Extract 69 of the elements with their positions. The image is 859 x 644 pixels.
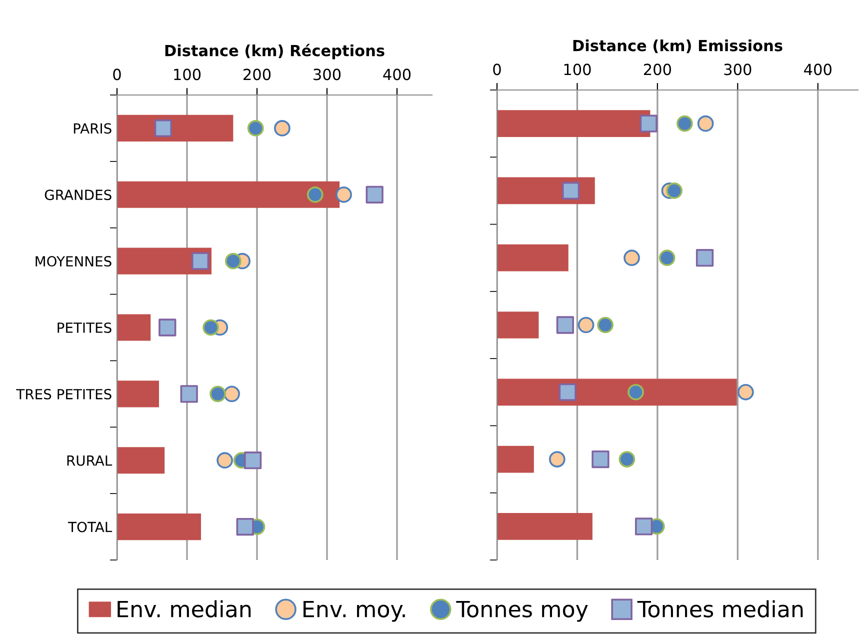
point xyxy=(244,452,262,470)
point xyxy=(696,249,714,267)
bar xyxy=(117,514,201,540)
point xyxy=(628,384,644,400)
bar xyxy=(117,380,159,408)
point xyxy=(274,120,290,136)
bar xyxy=(117,181,340,208)
point xyxy=(247,120,264,136)
point xyxy=(225,252,242,270)
chart-title: Distance (km) Réceptions xyxy=(165,44,384,60)
bar xyxy=(117,114,234,142)
x-tick-label: 200 xyxy=(244,68,271,80)
x-tick-label: 0 xyxy=(493,64,501,76)
chart-title: Distance (km) Emissions xyxy=(573,40,782,54)
bar xyxy=(497,378,737,406)
y-tick-label: RURAL xyxy=(67,456,112,466)
point xyxy=(158,318,176,336)
x-tick-label: 100 xyxy=(564,64,591,76)
point xyxy=(676,115,693,132)
bar xyxy=(117,314,151,341)
bar xyxy=(497,244,568,272)
point xyxy=(558,383,576,401)
point xyxy=(180,385,198,403)
point xyxy=(236,518,254,536)
x-tick-label: 300 xyxy=(314,68,341,80)
point xyxy=(597,316,614,334)
x-tick-label: 400 xyxy=(383,68,411,80)
y-tick-label: GRANDES xyxy=(44,190,112,200)
point xyxy=(592,450,610,468)
x-tick-label: 200 xyxy=(644,64,672,76)
point xyxy=(154,119,172,138)
point xyxy=(216,452,233,469)
bar xyxy=(117,447,165,474)
point xyxy=(306,186,324,203)
x-tick-label: 400 xyxy=(804,64,832,76)
point xyxy=(562,182,580,200)
point xyxy=(191,252,210,270)
point xyxy=(738,384,754,400)
y-tick-label: MOYENNES xyxy=(36,256,112,267)
point xyxy=(666,182,682,199)
y-tick-label: TOTAL xyxy=(68,522,112,532)
x-tick-label: 100 xyxy=(174,68,201,80)
legend-label: Env. moy. xyxy=(304,600,405,622)
point xyxy=(202,319,219,336)
x-tick-label: 0 xyxy=(113,68,121,80)
point xyxy=(366,186,384,204)
point xyxy=(556,316,574,334)
y-tick-label: TRES PETITES xyxy=(16,388,112,400)
point xyxy=(658,250,676,266)
point xyxy=(578,316,594,334)
bar xyxy=(497,312,539,338)
point xyxy=(336,186,352,203)
legend-label: Tonnes median xyxy=(637,600,803,618)
point xyxy=(210,386,226,402)
point xyxy=(640,114,658,132)
point xyxy=(697,115,714,132)
bar xyxy=(497,446,534,473)
bar xyxy=(497,513,592,540)
bar xyxy=(497,110,650,137)
x-tick-label: 300 xyxy=(724,64,752,76)
point xyxy=(624,250,640,266)
point xyxy=(634,518,653,536)
legend-label: Env. median xyxy=(118,600,251,618)
point xyxy=(548,451,566,468)
point xyxy=(224,386,240,402)
y-tick-label: PETITES xyxy=(58,322,112,333)
legend-label: Tonnes moy xyxy=(456,600,588,622)
point xyxy=(618,451,636,468)
y-tick-label: PARIS xyxy=(74,123,112,134)
